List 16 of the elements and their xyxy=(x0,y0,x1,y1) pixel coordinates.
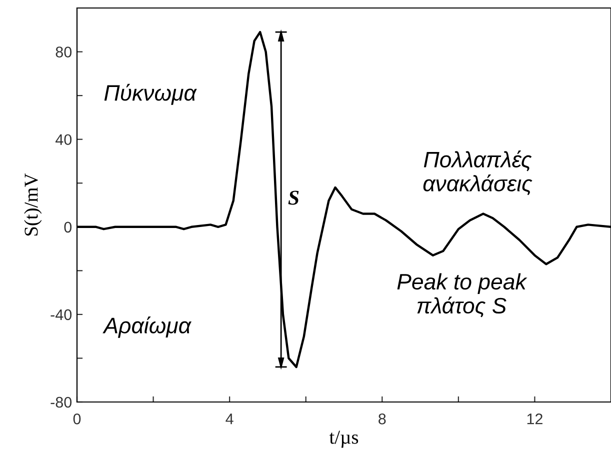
y-tick-label: -80 xyxy=(50,396,72,408)
x-axis-title: t/µs xyxy=(329,430,358,448)
annotation: Peak to peak πλάτος S xyxy=(397,273,528,318)
series-label: S xyxy=(288,190,299,205)
x-tick-label: 8 xyxy=(378,414,386,424)
y-tick-label: -40 xyxy=(50,309,72,320)
x-tick-label: 12 xyxy=(527,414,542,424)
y-tick-label: 40 xyxy=(56,134,72,146)
annotation: Πύκνωμα xyxy=(104,84,197,105)
x-tick-label: 4 xyxy=(226,414,234,424)
y-tick-label: 80 xyxy=(56,46,72,58)
annotation: Αραίωμα xyxy=(102,316,192,338)
annotation: Πολλαπλές ανακλάσεις xyxy=(423,150,532,196)
y-tick-label: 0 xyxy=(64,222,72,233)
x-tick-label: 0 xyxy=(73,414,81,424)
y-axis-title: S(t)/mV xyxy=(24,173,42,236)
